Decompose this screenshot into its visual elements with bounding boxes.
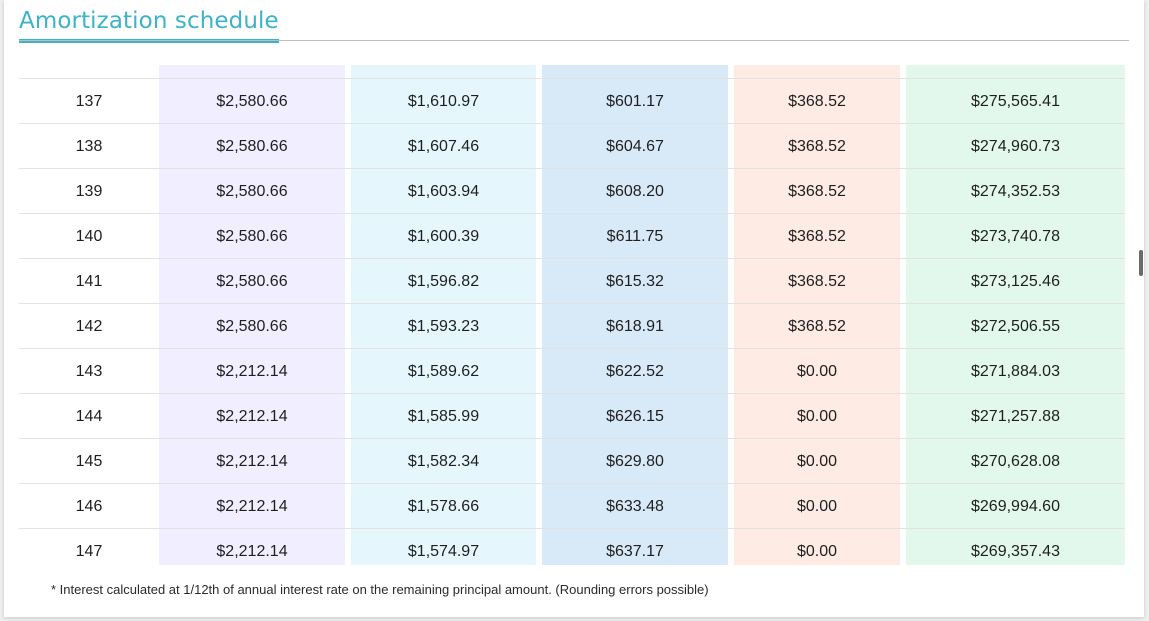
cell-extra: $0.00 xyxy=(796,453,838,470)
cell-principal: $611.75 xyxy=(606,228,664,245)
table-row: 139 $2,580.66 $1,603.94 $608.20 $368.52 $274,… xyxy=(19,168,1125,213)
cell-balance: $269,994.60 xyxy=(971,498,1060,515)
column-bg-interest xyxy=(351,65,536,565)
cell-month: 137 xyxy=(75,93,103,110)
table-row: 140 $2,580.66 $1,600.39 $611.75 $368.52 $273,… xyxy=(19,213,1125,258)
cell-balance: $273,740.78 xyxy=(971,228,1060,245)
cell-balance: $270,628.08 xyxy=(971,453,1060,470)
cell-month: 146 xyxy=(75,498,103,515)
cell-interest: $1,574.97 xyxy=(407,543,480,560)
cell-interest: $1,593.23 xyxy=(407,318,480,335)
scrollbar-thumb[interactable] xyxy=(1139,250,1143,276)
cell-payment: $2,212.14 xyxy=(216,408,288,425)
cell-principal: $626.15 xyxy=(606,408,664,425)
cell-interest: $1,589.62 xyxy=(407,363,480,380)
cell-month: 142 xyxy=(75,318,103,335)
cell-interest: $1,578.66 xyxy=(407,498,480,515)
cell-extra: $368.52 xyxy=(788,273,846,290)
cell-extra: $368.52 xyxy=(788,138,846,155)
table-row: 137 $2,580.66 $1,610.97 $601.17 $368.52 $275,… xyxy=(19,78,1125,123)
cell-interest: $1,610.97 xyxy=(407,93,480,110)
cell-month: 143 xyxy=(75,363,103,380)
title-divider xyxy=(19,40,1129,41)
cell-principal: $633.48 xyxy=(606,498,664,515)
cell-extra: $368.52 xyxy=(788,93,846,110)
column-bg-principal xyxy=(542,65,728,565)
section-title: Amortization schedule xyxy=(19,6,279,43)
cell-payment: $2,580.66 xyxy=(216,93,288,110)
cell-month: 144 xyxy=(75,408,103,425)
cell-extra: $368.52 xyxy=(788,183,846,200)
cell-principal: $622.52 xyxy=(606,363,664,380)
cell-extra: $0.00 xyxy=(796,363,838,380)
cell-interest: $1,603.94 xyxy=(407,183,480,200)
cell-interest: $1,582.34 xyxy=(407,453,480,470)
cell-principal: $629.80 xyxy=(606,453,664,470)
cell-principal: $637.17 xyxy=(606,543,664,560)
cell-extra: $0.00 xyxy=(796,498,838,515)
column-bg-extra xyxy=(734,65,900,565)
table-row: 142 $2,580.66 $1,593.23 $618.91 $368.52 $272,… xyxy=(19,303,1125,348)
cell-payment: $2,580.66 xyxy=(216,273,288,290)
cell-month: 139 xyxy=(75,183,103,200)
table-row: 144 $2,212.14 $1,585.99 $626.15 $0.00 $271,25… xyxy=(19,393,1125,438)
cell-payment: $2,580.66 xyxy=(216,183,288,200)
cell-balance: $271,257.88 xyxy=(971,408,1060,425)
cell-payment: $2,580.66 xyxy=(216,138,288,155)
cell-principal: $615.32 xyxy=(606,273,664,290)
amortization-table[interactable]: 137 $2,580.66 $1,610.97 $601.17 $368.52 $275,… xyxy=(19,65,1125,565)
cell-principal: $618.91 xyxy=(606,318,664,335)
cell-balance: $271,884.03 xyxy=(971,363,1060,380)
column-bg-payment xyxy=(159,65,345,565)
cell-payment: $2,212.14 xyxy=(216,453,288,470)
cell-balance: $274,960.73 xyxy=(971,138,1060,155)
amortization-card: Amortization schedule 137 $2,580.66 $1,610… xyxy=(4,0,1144,617)
cell-extra: $368.52 xyxy=(788,318,846,335)
cell-balance: $273,125.46 xyxy=(971,273,1060,290)
cell-extra: $0.00 xyxy=(796,408,838,425)
cell-balance: $269,357.43 xyxy=(971,543,1060,560)
cell-interest: $1,600.39 xyxy=(407,228,480,245)
cell-balance: $272,506.55 xyxy=(971,318,1060,335)
cell-month: 140 xyxy=(75,228,103,245)
cell-balance: $274,352.53 xyxy=(971,183,1060,200)
cell-principal: $608.20 xyxy=(606,183,664,200)
column-bg-balance xyxy=(906,65,1125,565)
cell-interest: $1,607.46 xyxy=(407,138,480,155)
cell-month: 147 xyxy=(75,543,103,560)
table-row: 145 $2,212.14 $1,582.34 $629.80 $0.00 $270,62… xyxy=(19,438,1125,483)
cell-interest: $1,596.82 xyxy=(407,273,480,290)
cell-interest: $1,585.99 xyxy=(407,408,480,425)
cell-month: 145 xyxy=(75,453,103,470)
cell-extra: $0.00 xyxy=(796,543,838,560)
cell-principal: $604.67 xyxy=(606,138,664,155)
cell-payment: $2,580.66 xyxy=(216,228,288,245)
cell-month: 141 xyxy=(75,273,103,290)
cell-payment: $2,212.14 xyxy=(216,498,288,515)
table-row: 146 $2,212.14 $1,578.66 $633.48 $0.00 $269,99… xyxy=(19,483,1125,528)
table-row: 147 $2,212.14 $1,574.97 $637.17 $0.00 $269,35… xyxy=(19,528,1125,565)
table-row: 143 $2,212.14 $1,589.62 $622.52 $0.00 $271,88… xyxy=(19,348,1125,393)
cell-principal: $601.17 xyxy=(606,93,664,110)
cell-extra: $368.52 xyxy=(788,228,846,245)
table-row: 141 $2,580.66 $1,596.82 $615.32 $368.52 $273,… xyxy=(19,258,1125,303)
cell-payment: $2,212.14 xyxy=(216,543,288,560)
cell-payment: $2,212.14 xyxy=(216,363,288,380)
table-row: 138 $2,580.66 $1,607.46 $604.67 $368.52 $274,… xyxy=(19,123,1125,168)
cell-payment: $2,580.66 xyxy=(216,318,288,335)
footnote: * Interest calculated at 1/12th of annua… xyxy=(51,582,709,597)
cell-month: 138 xyxy=(75,138,103,155)
cell-balance: $275,565.41 xyxy=(971,93,1060,110)
